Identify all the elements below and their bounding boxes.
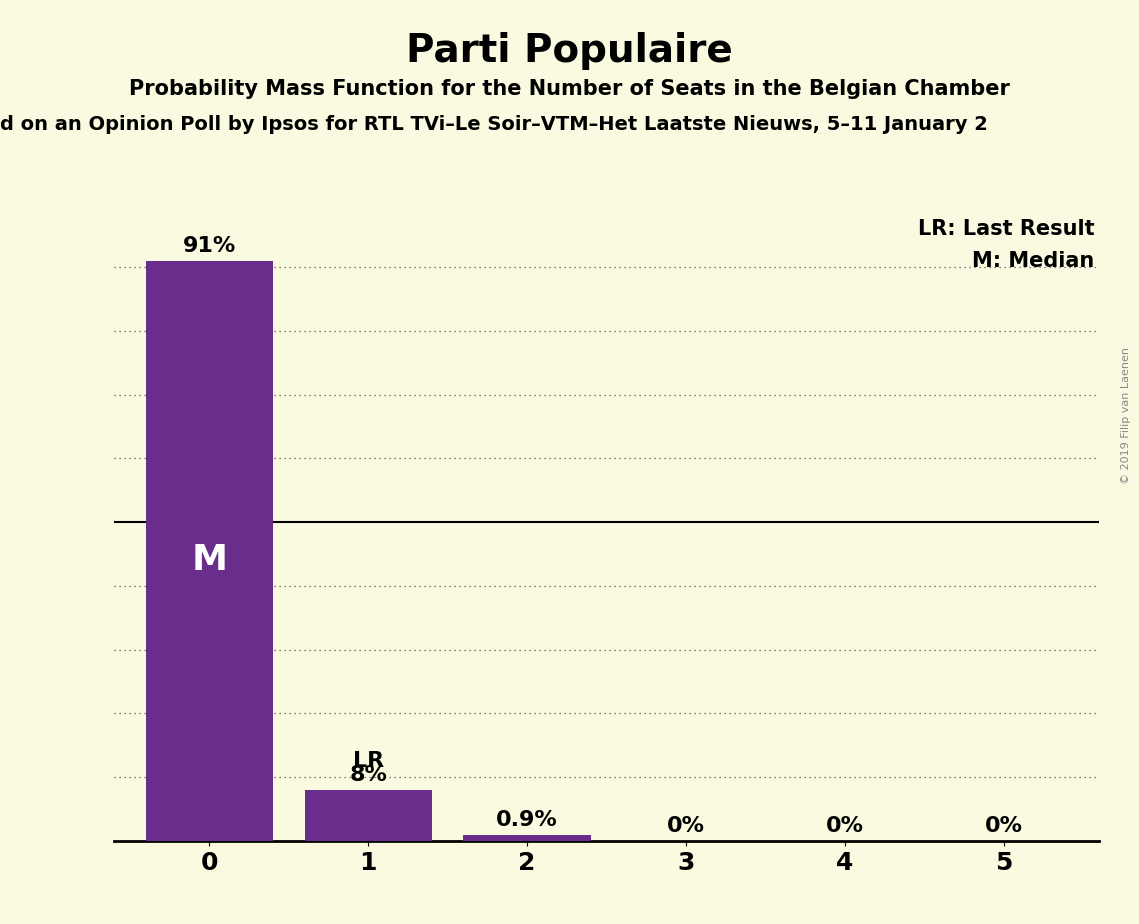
Text: LR: Last Result: LR: Last Result xyxy=(918,219,1095,239)
Text: d on an Opinion Poll by Ipsos for RTL TVi–Le Soir–VTM–Het Laatste Nieuws, 5–11 J: d on an Opinion Poll by Ipsos for RTL TV… xyxy=(0,116,988,135)
Text: © 2019 Filip van Laenen: © 2019 Filip van Laenen xyxy=(1121,347,1131,484)
Text: 8%: 8% xyxy=(350,765,387,784)
Text: M: Median: M: Median xyxy=(972,251,1095,271)
Text: 0%: 0% xyxy=(667,816,705,835)
Bar xyxy=(304,790,432,841)
Text: 0.9%: 0.9% xyxy=(497,810,558,830)
Text: 0%: 0% xyxy=(826,816,863,835)
Bar xyxy=(146,261,273,841)
Bar xyxy=(464,835,591,841)
Text: M: M xyxy=(191,543,228,578)
Text: Parti Populaire: Parti Populaire xyxy=(407,32,732,70)
Text: 0%: 0% xyxy=(985,816,1023,835)
Text: LR: LR xyxy=(353,750,384,771)
Text: Probability Mass Function for the Number of Seats in the Belgian Chamber: Probability Mass Function for the Number… xyxy=(129,79,1010,99)
Text: 91%: 91% xyxy=(182,236,236,256)
